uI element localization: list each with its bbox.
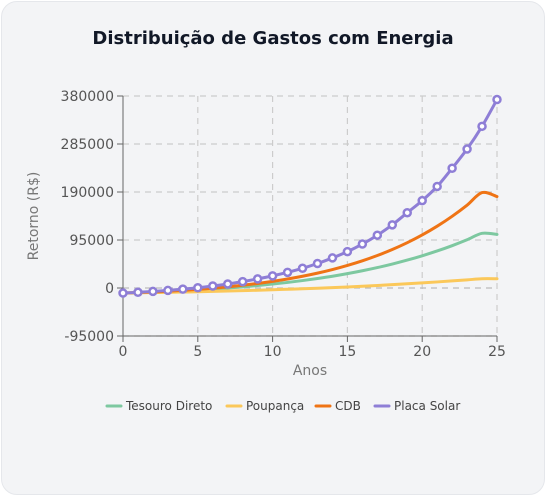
data-point-placa-solar <box>163 285 173 296</box>
y-tick-label: -95000 <box>64 329 114 345</box>
legend-label: Poupança <box>246 399 304 413</box>
data-point-placa-solar <box>327 253 338 263</box>
data-point-placa-solar <box>402 207 412 218</box>
legend-item-cdb: CDB <box>314 399 361 413</box>
x-axis-title: Anos <box>293 363 327 379</box>
chart-title: Distribuição de Gastos com Energia <box>92 28 454 49</box>
legend-label: Tesouro Direto <box>125 399 212 413</box>
x-tick-label: 10 <box>264 344 282 360</box>
data-point-placa-solar <box>372 230 383 240</box>
legend: Tesouro Direto Poupança CDB Placa Solar <box>105 399 460 413</box>
legend-item-tesouro-direto: Tesouro Direto <box>105 399 212 413</box>
grid-lines <box>123 95 498 337</box>
data-point-placa-solar <box>222 279 233 289</box>
x-tick-label: 20 <box>413 344 431 360</box>
data-point-placa-solar <box>357 239 368 249</box>
data-point-placa-solar <box>193 282 203 293</box>
series-placa-solar <box>118 94 502 298</box>
data-point-placa-solar <box>387 220 398 230</box>
y-tick-label: 0 <box>105 281 114 297</box>
series-cdb <box>121 190 499 295</box>
y-tick-label: 285000 <box>61 137 114 153</box>
data-point-placa-solar <box>312 258 323 269</box>
data-point-placa-solar <box>133 287 143 298</box>
data-point-placa-solar <box>477 121 487 132</box>
y-tick-label: 95000 <box>69 233 114 249</box>
data-point-placa-solar <box>432 181 442 192</box>
data-point-placa-solar <box>118 288 128 298</box>
x-tick-label: 15 <box>338 344 356 360</box>
x-tick-label: 25 <box>488 344 506 360</box>
y-tick-label: 190000 <box>61 185 114 201</box>
legend-item-poupan-a: Poupança <box>225 399 304 413</box>
data-point-placa-solar <box>447 163 457 174</box>
series-tesouro-direto <box>121 231 499 295</box>
y-tick-label: 380000 <box>61 89 114 105</box>
data-point-placa-solar <box>237 276 248 287</box>
series-line-placa-solar <box>121 98 499 295</box>
series-line-tesouro-direto <box>121 231 499 295</box>
x-tick-label: 0 <box>119 344 128 360</box>
legend-label: CDB <box>335 399 361 413</box>
data-point-placa-solar <box>148 286 158 297</box>
y-axis-title: Retorno (R$) <box>26 172 42 261</box>
data-point-placa-solar <box>178 284 188 294</box>
data-point-placa-solar <box>282 267 293 278</box>
data-point-placa-solar <box>342 246 353 257</box>
series-line-cdb <box>121 190 499 295</box>
legend-item-placa-solar: Placa Solar <box>373 399 460 413</box>
legend-label: Placa Solar <box>394 399 460 413</box>
data-point-placa-solar <box>297 263 308 274</box>
data-point-placa-solar <box>462 144 472 154</box>
data-point-placa-solar <box>208 281 218 291</box>
data-point-placa-solar <box>417 195 427 206</box>
data-point-placa-solar <box>492 94 502 105</box>
data-point-placa-solar <box>252 274 263 284</box>
x-tick-label: 5 <box>193 344 202 360</box>
data-point-placa-solar <box>267 271 278 281</box>
